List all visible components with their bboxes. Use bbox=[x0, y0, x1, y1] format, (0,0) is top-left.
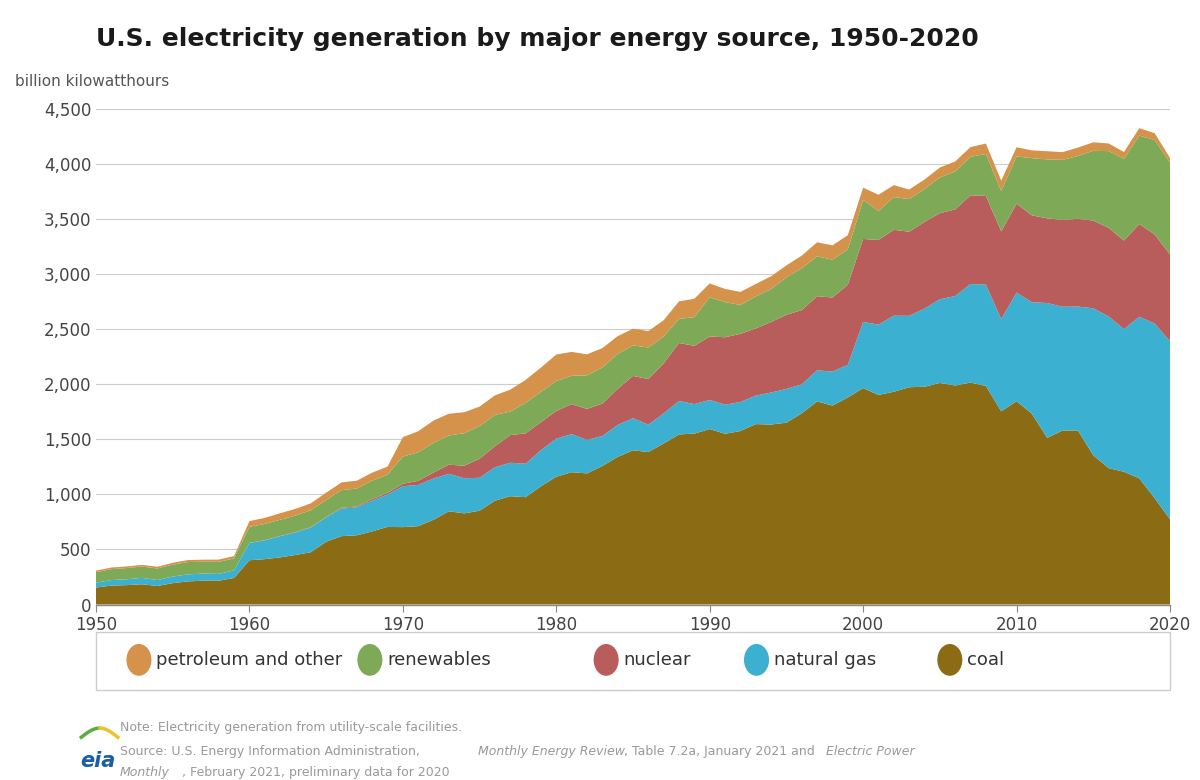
Ellipse shape bbox=[745, 644, 768, 675]
Text: eia: eia bbox=[80, 751, 115, 771]
Text: petroleum and other: petroleum and other bbox=[156, 651, 342, 669]
Text: Note: Electricity generation from utility-scale facilities.: Note: Electricity generation from utilit… bbox=[120, 722, 462, 735]
Text: , February 2021, preliminary data for 2020: , February 2021, preliminary data for 20… bbox=[182, 766, 450, 779]
Text: nuclear: nuclear bbox=[623, 651, 691, 669]
Text: Monthly Energy Review: Monthly Energy Review bbox=[478, 745, 625, 758]
Ellipse shape bbox=[594, 644, 618, 675]
Text: Monthly: Monthly bbox=[120, 766, 170, 779]
Ellipse shape bbox=[127, 644, 151, 675]
Text: natural gas: natural gas bbox=[774, 651, 876, 669]
Text: Electric Power: Electric Power bbox=[826, 745, 914, 758]
Text: Source: U.S. Energy Information Administration,: Source: U.S. Energy Information Administ… bbox=[120, 745, 424, 758]
Text: U.S. electricity generation by major energy source, 1950-2020: U.S. electricity generation by major ene… bbox=[96, 27, 979, 51]
Text: coal: coal bbox=[967, 651, 1004, 669]
Ellipse shape bbox=[358, 644, 382, 675]
Ellipse shape bbox=[938, 644, 961, 675]
Text: renewables: renewables bbox=[388, 651, 491, 669]
Text: , Table 7.2a, January 2021 and: , Table 7.2a, January 2021 and bbox=[624, 745, 818, 758]
Text: billion kilowatthours: billion kilowatthours bbox=[16, 74, 169, 90]
